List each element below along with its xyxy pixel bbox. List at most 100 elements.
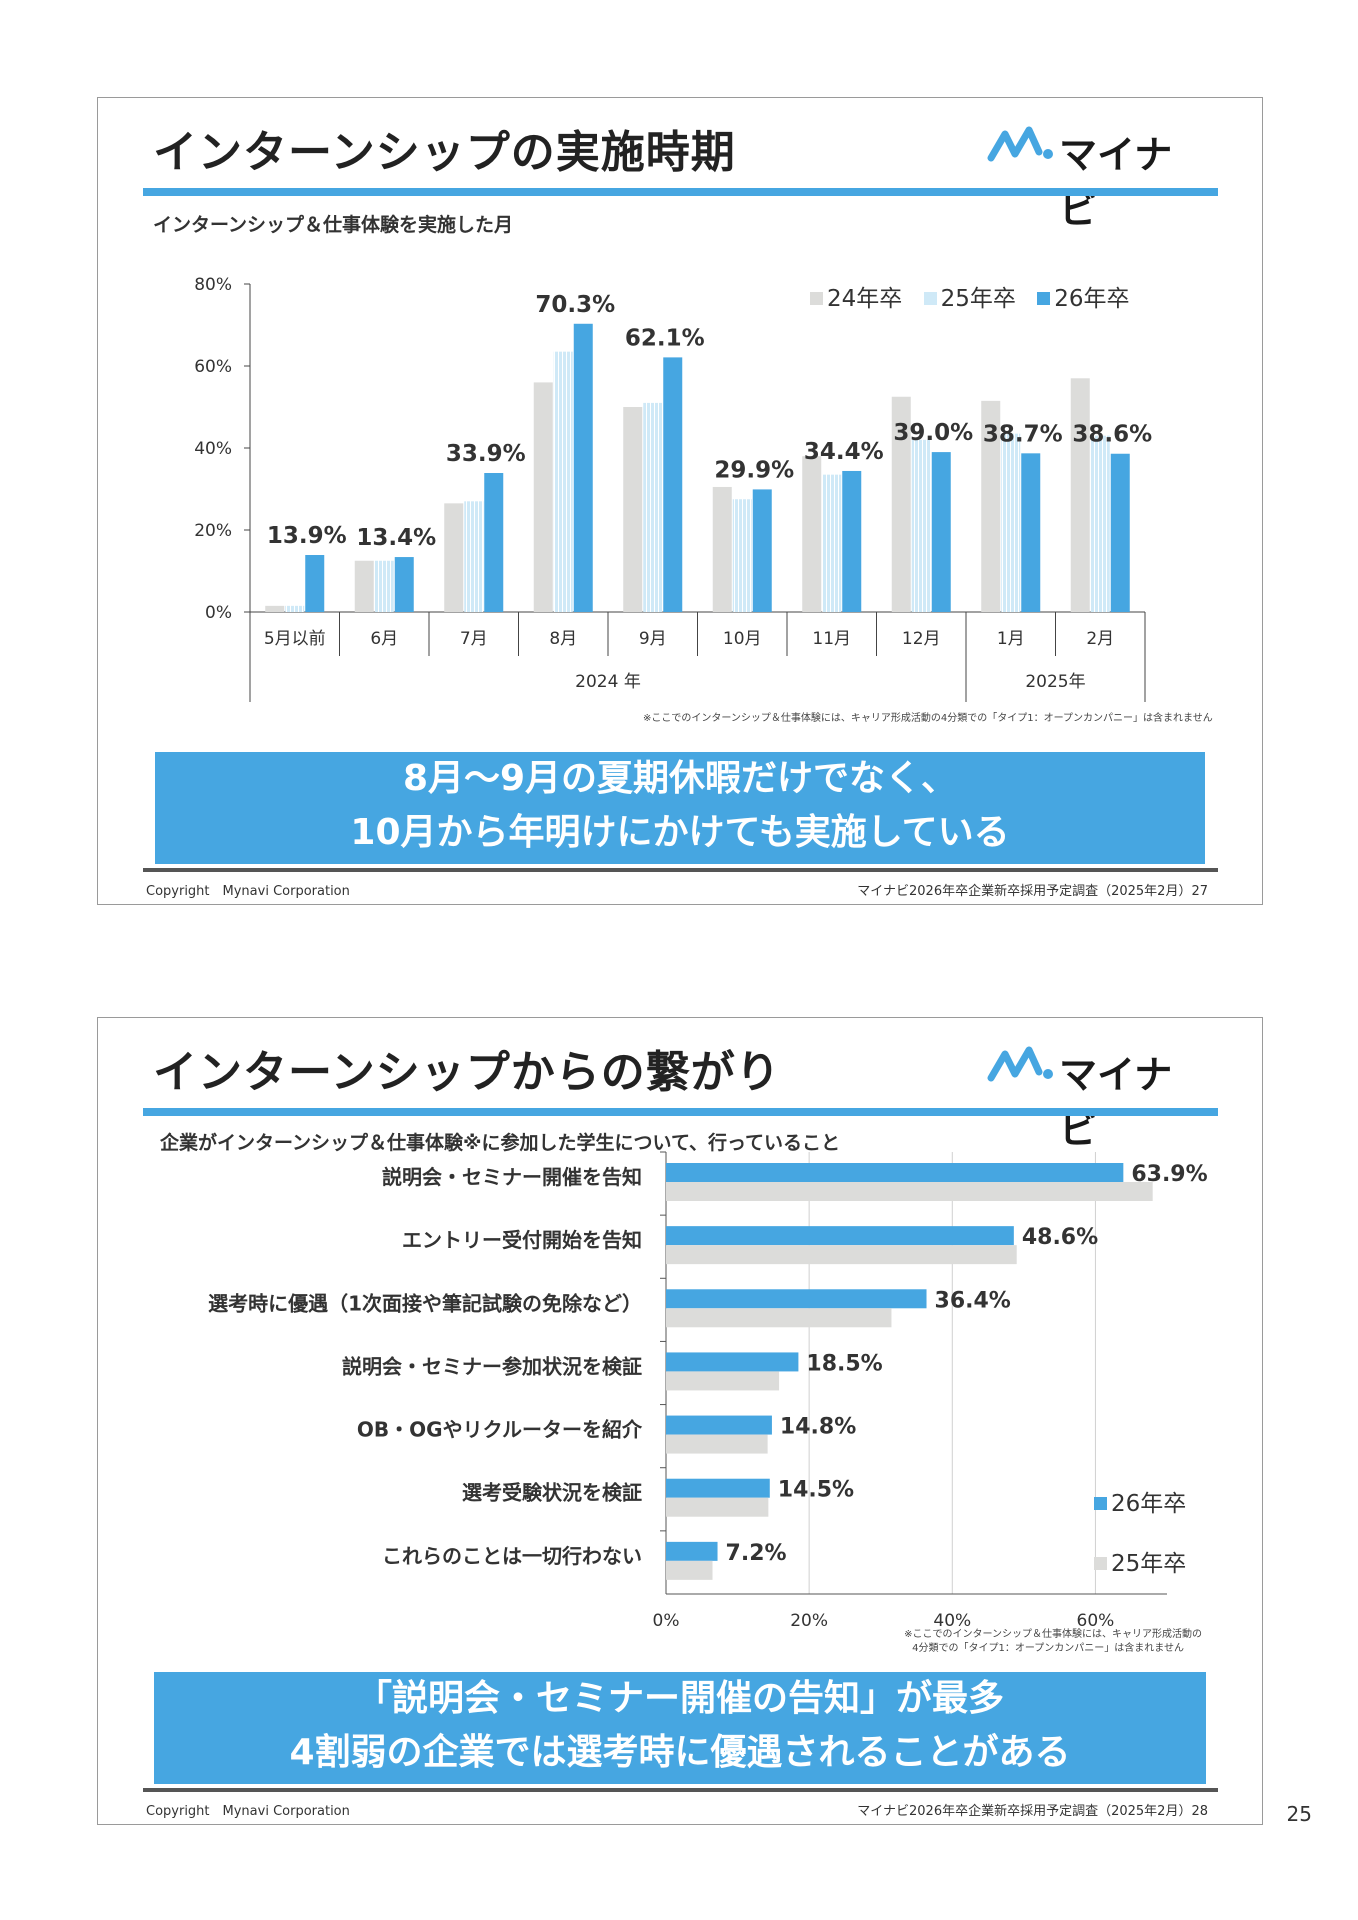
y-tick-label: 60%: [194, 357, 232, 377]
bar-26-2: [666, 1289, 927, 1309]
category-label: エントリー受付開始を告知: [402, 1228, 642, 1252]
slide-title: インターンシップの実施時期: [153, 127, 736, 178]
bar-25年卒-1月: [1001, 433, 1021, 612]
footer-rule: [143, 868, 1218, 872]
group-label: 2025年: [1025, 672, 1085, 692]
slide-number: 27: [1191, 884, 1208, 899]
bar-25-1: [666, 1245, 1017, 1265]
bar-25-2: [666, 1308, 892, 1328]
slide-number: 28: [1191, 1804, 1208, 1819]
category-label: 説明会・セミナー参加状況を検証: [342, 1354, 642, 1378]
data-label: 13.9%: [267, 523, 347, 549]
x-tick-label: 6月: [370, 629, 398, 649]
footnote: ※ここでのインターンシップ＆仕事体験には、キャリア形成活動の 4分類での「タイプ…: [904, 1629, 1202, 1654]
bar-24年卒-5月以前: [265, 605, 285, 612]
activity-hbar-chart: 0% 20% 40% 60% 説明会・セミナー開催を告知 63.9% エントリー受付開始を告…: [208, 1151, 1208, 1631]
category-label: 選考受験状況を検証: [462, 1481, 642, 1505]
bar-25年卒-11月: [822, 474, 842, 612]
bar-25-5: [666, 1497, 769, 1517]
data-label: 63.9%: [1131, 1162, 1207, 1187]
chart-subtitle: インターンシップ＆仕事体験を実施した月: [153, 214, 514, 236]
bar-25年卒-9月: [643, 402, 663, 612]
x-tick-label: 40%: [933, 1611, 971, 1631]
page-number: 25: [1286, 1802, 1312, 1826]
data-label: 38.6%: [1072, 422, 1152, 448]
monthly-bar-chart: 0% 20% 40% 60% 80% 13.9% 5月以前 13.4% 6月 33.9% 7月 70.…: [194, 275, 1152, 702]
source-line: マイナビ2026年卒企業新卒採用予定調査（2025年2月）28: [857, 1804, 1208, 1819]
x-tick-label: 60%: [1077, 1611, 1115, 1631]
data-label: 7.2%: [726, 1541, 787, 1566]
summary-banner: 「説明会・セミナー開催の告知」が最多 4割弱の企業では選考時に優遇されることがあ…: [154, 1672, 1206, 1784]
group-label: 2024 年: [575, 672, 641, 692]
x-tick-label: 9月: [639, 629, 667, 649]
bar-25年卒-10月: [732, 499, 752, 612]
bar-24年卒-10月: [712, 486, 732, 612]
title-rule: [143, 188, 1218, 196]
chart-subtitle: 企業がインターンシップ＆仕事体験※に参加した学生について、行っていること: [160, 1132, 841, 1154]
x-tick-label: 10月: [723, 629, 762, 649]
bar-26年卒-8月: [573, 323, 593, 612]
y-tick-label: 0%: [205, 603, 232, 623]
bar-24年卒-12月: [891, 396, 911, 612]
category-label: 説明会・セミナー開催を告知: [382, 1165, 642, 1189]
footer-rule: [143, 1788, 1218, 1792]
banner-line-1: 「説明会・セミナー開催の告知」が最多: [355, 1678, 1004, 1719]
category-label: これらのことは一切行わない: [382, 1544, 642, 1568]
bar-25-3: [666, 1371, 780, 1391]
x-tick-label: 20%: [790, 1611, 828, 1631]
category-label: 選考時に優遇（1次面接や筆記試験の免除など）: [208, 1291, 642, 1315]
y-tick-label: 20%: [194, 521, 232, 541]
data-label: 70.3%: [535, 292, 615, 318]
banner-line-1: 8月～9月の夏期休暇だけでなく、: [402, 758, 958, 799]
bar-25-0: [666, 1182, 1153, 1201]
bar-26年卒-10月: [752, 489, 772, 612]
bar-25年卒-6月: [374, 560, 394, 612]
x-tick-label: 7月: [460, 629, 488, 649]
data-label: 13.4%: [356, 525, 436, 551]
bar-24年卒-9月: [623, 407, 643, 612]
footnote: ※ここでのインターンシップ＆仕事体験には、キャリア形成活動の4分類での「タイプ1…: [643, 713, 1213, 724]
bar-26年卒-5月以前: [305, 555, 325, 612]
bar-26年卒-1月: [1021, 453, 1041, 612]
copyright: Copyright Mynavi Corporation: [146, 1804, 350, 1819]
data-label: 33.9%: [446, 441, 526, 467]
bar-26年卒-12月: [931, 452, 951, 612]
data-label: 36.4%: [935, 1288, 1011, 1313]
data-label: 39.0%: [893, 420, 973, 446]
x-tick-label: 2月: [1086, 629, 1114, 649]
bar-25年卒-5月以前: [285, 605, 305, 612]
bar-26年卒-7月: [484, 473, 504, 612]
bar-26-0: [666, 1163, 1124, 1182]
x-tick-label: 5月以前: [264, 629, 326, 649]
x-tick-label: 1月: [997, 629, 1025, 649]
bar-25年卒-8月: [553, 351, 573, 612]
data-label: 62.1%: [625, 325, 705, 351]
bar-26年卒-6月: [394, 557, 414, 612]
bar-25年卒-12月: [911, 439, 931, 612]
bar-24年卒-11月: [802, 456, 822, 612]
bar-24年卒-8月: [533, 382, 553, 612]
bar-26-1: [666, 1226, 1014, 1246]
data-label: 38.7%: [983, 421, 1063, 447]
data-label: 29.9%: [714, 457, 794, 483]
chart-legend: 26年卒 25年卒: [1094, 1474, 1186, 1594]
x-tick-label: 0%: [653, 1611, 680, 1631]
data-label: 14.8%: [780, 1415, 856, 1440]
source-line: マイナビ2026年卒企業新卒採用予定調査（2025年2月）27: [857, 884, 1208, 899]
bar-25年卒-7月: [464, 501, 484, 612]
legend-item-25: 25年卒: [1094, 1534, 1186, 1594]
bar-24年卒-6月: [354, 560, 374, 612]
bar-24年卒-2月: [1070, 378, 1090, 612]
copyright: Copyright Mynavi Corporation: [146, 884, 350, 899]
data-label: 48.6%: [1022, 1225, 1098, 1250]
bar-24年卒-7月: [444, 503, 464, 612]
legend-item-25: 25年卒: [923, 286, 1016, 312]
bar-25年卒-2月: [1090, 435, 1110, 612]
chart-legend: 24年卒 25年卒 26年卒: [810, 279, 1129, 313]
x-tick-label: 11月: [812, 629, 851, 649]
banner-line-2: 4割弱の企業では選考時に優遇されることがある: [289, 1732, 1071, 1773]
title-rule: [143, 1108, 1218, 1116]
banner-line-2: 10月から年明けにかけても実施している: [350, 812, 1010, 853]
y-tick-label: 40%: [194, 439, 232, 459]
bar-26-5: [666, 1478, 770, 1498]
